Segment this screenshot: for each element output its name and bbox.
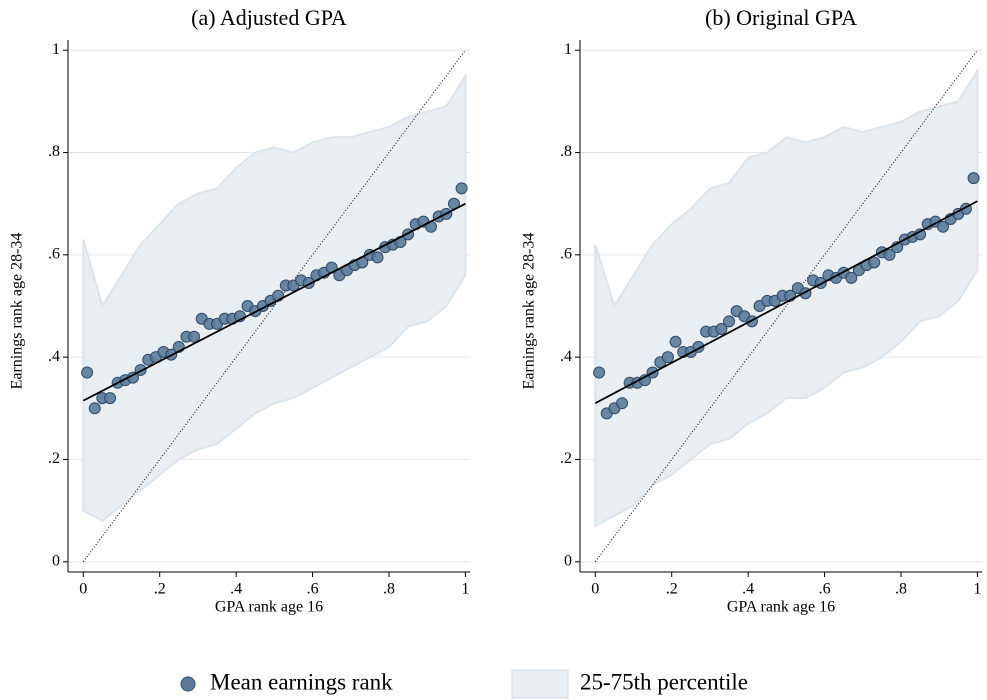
data-point xyxy=(371,251,384,264)
x-tick-label: .6 xyxy=(307,581,319,598)
x-axis-label: GPA rank age 16 xyxy=(727,599,835,616)
data-point xyxy=(868,256,881,269)
x-tick-label: 0 xyxy=(79,581,87,598)
data-point xyxy=(455,182,468,195)
x-tick-label: .8 xyxy=(895,581,907,598)
chart-title: (a) Adjusted GPA xyxy=(191,5,347,30)
legend-marker xyxy=(180,676,196,692)
data-point xyxy=(883,248,896,261)
data-point xyxy=(967,172,980,185)
data-point xyxy=(661,351,674,364)
x-tick-label: .2 xyxy=(666,581,678,598)
x-tick-label: .8 xyxy=(383,581,395,598)
data-point xyxy=(723,315,736,328)
x-tick-label: .6 xyxy=(819,581,831,598)
y-tick-label: .6 xyxy=(48,246,60,263)
y-tick-label: 0 xyxy=(564,552,572,569)
legend-label: 25-75th percentile xyxy=(580,669,748,694)
y-tick-label: .4 xyxy=(560,348,572,365)
data-point xyxy=(616,397,629,410)
y-tick-label: .6 xyxy=(560,246,572,263)
x-tick-label: .4 xyxy=(742,581,754,598)
data-point xyxy=(81,366,94,379)
legend-swatch xyxy=(511,669,569,699)
data-point xyxy=(845,271,858,284)
x-axis-label: GPA rank age 16 xyxy=(215,599,323,616)
x-tick-label: 1 xyxy=(973,581,981,598)
x-tick-label: .4 xyxy=(230,581,242,598)
x-tick-label: 1 xyxy=(461,581,469,598)
y-tick-label: .2 xyxy=(48,450,60,467)
x-tick-label: .2 xyxy=(154,581,166,598)
x-tick-label: 0 xyxy=(591,581,599,598)
fit-line xyxy=(594,200,978,404)
y-axis-label: Earnings rank age 28-34 xyxy=(9,233,26,390)
data-point xyxy=(188,330,201,343)
chart-title: (b) Original GPA xyxy=(705,5,857,30)
y-tick-label: 1 xyxy=(52,41,60,58)
y-tick-label: .4 xyxy=(48,348,60,365)
y-tick-label: .8 xyxy=(48,143,60,160)
data-point xyxy=(715,323,728,336)
data-point xyxy=(88,402,101,415)
fit-line xyxy=(82,202,466,402)
y-axis-label: Earnings rank age 28-34 xyxy=(521,233,538,390)
data-point xyxy=(937,220,950,233)
legend-label: Mean earnings rank xyxy=(210,669,393,694)
data-point xyxy=(104,392,117,405)
y-tick-label: .2 xyxy=(560,450,572,467)
data-point xyxy=(593,366,606,379)
y-tick-label: 0 xyxy=(52,552,60,569)
data-point xyxy=(669,335,682,348)
y-tick-label: 1 xyxy=(564,41,572,58)
y-tick-label: .8 xyxy=(560,143,572,160)
